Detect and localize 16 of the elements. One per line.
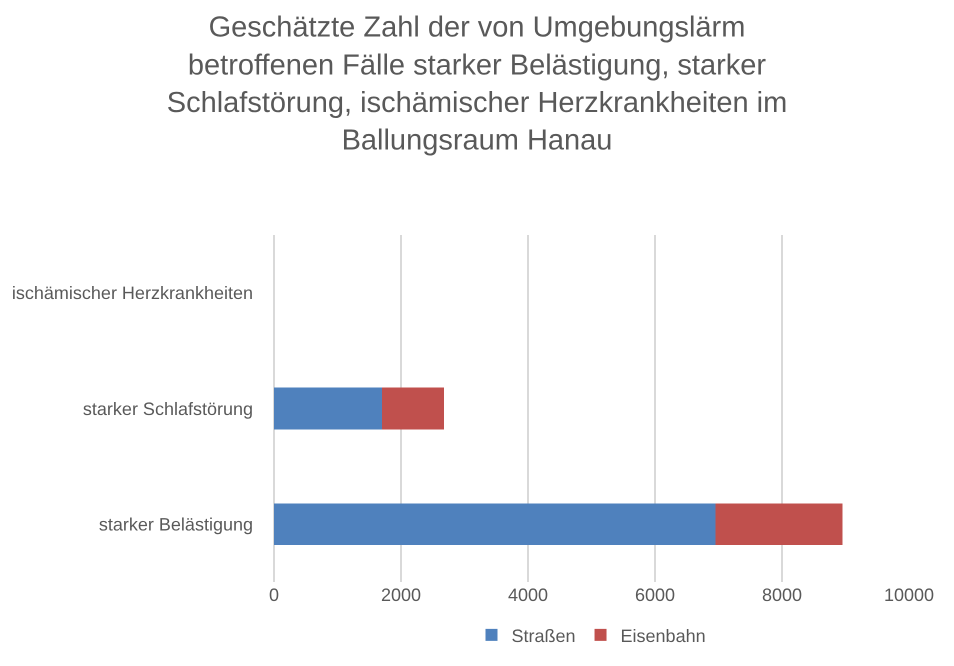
bar [715, 503, 842, 545]
bar [274, 388, 382, 430]
chart-title: Geschätzte Zahl der von Umgebungslärm betroffenen Fälle starker Belästigung, starker Schlafstörung, ischämischer Herzkrankheiten im Ballungsraum Hanau [166, 12, 788, 157]
y-tick-label: ischämischer Herzkrankheiten [12, 283, 253, 304]
legend-label: Straßen [512, 626, 576, 646]
x-tick-label: 8000 [762, 585, 802, 605]
x-tick-label: 4000 [508, 585, 548, 605]
x-tick-label: 10000 [884, 585, 934, 605]
bar [274, 503, 716, 545]
bar [382, 388, 444, 430]
legend-label: Eisenbahn [620, 626, 706, 646]
y-tick-label: starker Belästigung [98, 514, 253, 534]
x-tick-label: 6000 [634, 585, 676, 605]
y-tick-label: starker Schlafstörung [82, 398, 253, 419]
x-tick-label: 2000 [380, 585, 422, 605]
x-tick-label: 0 [268, 585, 280, 605]
